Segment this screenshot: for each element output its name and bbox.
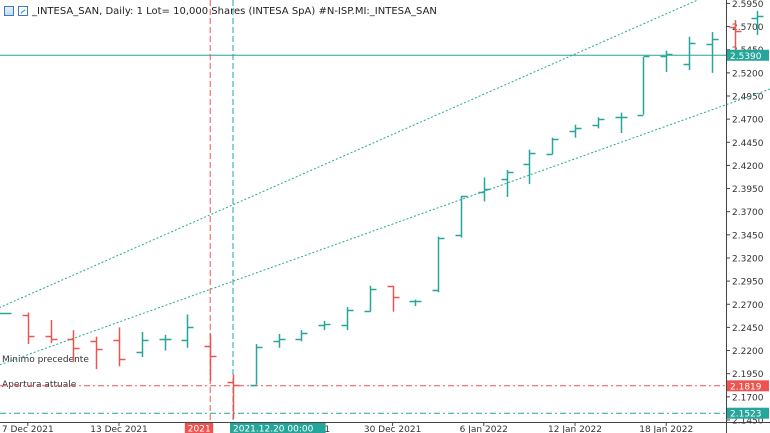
x-tick-label: 18 Jan 2022 xyxy=(639,425,693,433)
ohlc-bar xyxy=(660,50,673,72)
ohlc-bar xyxy=(523,149,536,184)
y-tick-label: 2.2450 xyxy=(732,324,764,334)
y-tick-label: 2.5950 xyxy=(732,0,764,10)
y-tick-label: 2.2950 xyxy=(732,278,764,288)
ohlc-bar xyxy=(90,336,103,370)
ohlc-bar xyxy=(45,319,58,344)
x-tick-label: 12 Jan 2022 xyxy=(548,425,602,433)
ohlc-bar xyxy=(250,344,263,387)
chart-type-icon xyxy=(18,6,28,16)
ohlc-bar xyxy=(569,124,582,138)
y-tick-label: 2.2200 xyxy=(732,347,764,357)
y-tick-label: 2.4450 xyxy=(732,139,764,149)
channel-line-lower xyxy=(0,88,770,366)
y-tick-label: 2.1700 xyxy=(732,393,764,403)
ohlc-bar xyxy=(136,332,149,358)
ohlc-bar xyxy=(204,333,217,382)
price-tag-prev-min: 2.1819 xyxy=(730,382,762,392)
ohlc-bar xyxy=(67,330,80,362)
y-tick-label: 2.3700 xyxy=(732,208,764,218)
ohlc-bar xyxy=(478,177,491,202)
x-tick-label: 30 Dec 2021 xyxy=(364,425,422,433)
price-tag-open-bg xyxy=(727,407,769,419)
ohlc-bar xyxy=(318,320,331,331)
y-tick-label: 2.5700 xyxy=(732,23,764,33)
ohlc-bar xyxy=(364,285,377,313)
ohlc-bar xyxy=(546,137,559,156)
y-tick-label: 2.3450 xyxy=(732,231,764,241)
ohlc-bar xyxy=(455,195,468,238)
ohlc-bar xyxy=(159,334,172,351)
price-tag-current-bg xyxy=(727,49,769,61)
ohlc-bar xyxy=(751,10,764,35)
ohlc-bar xyxy=(273,333,286,348)
ohlc-bar xyxy=(637,55,650,117)
y-tick-label: 2.4950 xyxy=(732,92,764,102)
ohlc-bar xyxy=(501,170,514,197)
price-tag-prev-min-bg xyxy=(727,380,769,392)
ohlc-bar xyxy=(683,36,696,71)
ohlc-bar xyxy=(706,32,719,73)
x-tick-label: 7 Dec 2021 xyxy=(2,425,54,433)
chart-window-icon xyxy=(4,6,14,16)
ohlc-bar xyxy=(387,285,400,312)
ohlc-bar xyxy=(181,314,194,348)
price-tag-open: 2.1523 xyxy=(730,410,762,420)
ohlc-bar xyxy=(113,327,126,367)
x-tick-label: 6 Jan 2022 xyxy=(460,425,508,433)
ohlc-bar xyxy=(227,374,240,420)
ohlc-bar xyxy=(615,112,628,134)
time-tag-0: 2021 xyxy=(188,425,211,433)
channel-line-upper xyxy=(0,0,699,308)
x-tick-label: 13 Dec 2021 xyxy=(90,425,148,433)
time-tag-bg-1 xyxy=(230,423,326,433)
y-tick-label: 2.1450 xyxy=(732,416,764,426)
ohlc-bar xyxy=(0,312,12,315)
y-tick-label: 2.1950 xyxy=(732,370,764,380)
ohlc-bar xyxy=(295,330,308,342)
y-tick-label: 2.2700 xyxy=(732,301,764,311)
ohlc-bar xyxy=(22,312,35,345)
time-tag-1: 2021.12.20 00:00 xyxy=(233,425,314,433)
time-tag-bg-0 xyxy=(184,423,214,433)
ohlc-bar xyxy=(432,236,445,293)
ohlc-bar xyxy=(409,299,422,307)
chart-title-bar: _INTESA_SAN, Daily: 1 Lot= 10,000 Shares… xyxy=(4,3,437,19)
y-tick-label: 2.5200 xyxy=(732,69,764,79)
ohlc-bar xyxy=(592,117,605,129)
y-tick-label: 2.3200 xyxy=(732,254,764,264)
annotation-open: Apertura attuale xyxy=(2,380,77,390)
y-tick-label: 2.4700 xyxy=(732,116,764,126)
ohlc-bar xyxy=(341,307,354,331)
y-tick-label: 2.4200 xyxy=(732,162,764,172)
price-tag-current: 2.5390 xyxy=(730,52,762,62)
annotation-prev-min: Minimo precedente xyxy=(2,355,89,365)
chart-title: _INTESA_SAN, Daily: 1 Lot= 10,000 Shares… xyxy=(32,5,437,17)
y-tick-label: 2.3950 xyxy=(732,185,764,195)
